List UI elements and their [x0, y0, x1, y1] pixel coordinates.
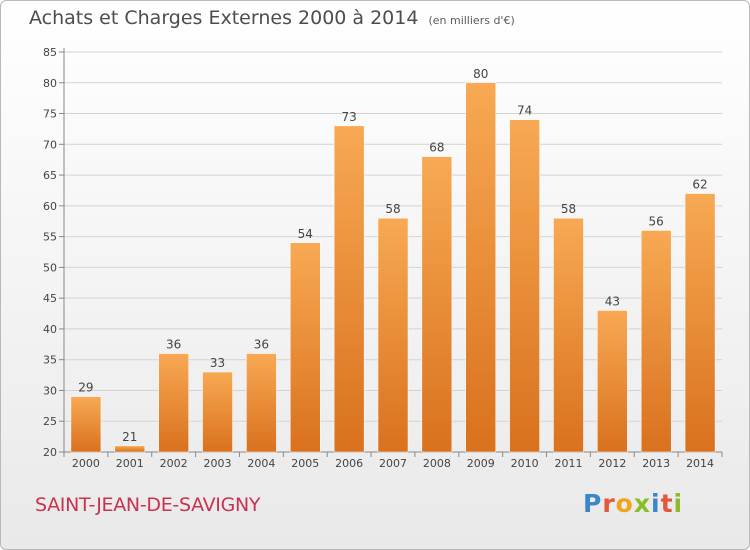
- y-tick-label: 50: [43, 261, 57, 274]
- chart-title-text: Achats et Charges Externes 2000 à 2014: [29, 7, 419, 29]
- bar-chart: 20 25 30 35 40 45 50 55 60 65 70 75 80 85 2000 2001 2002…: [43, 46, 723, 470]
- x-tick-label: 2011: [554, 457, 582, 470]
- bar-2006: [333, 125, 365, 453]
- bar-2011: [553, 217, 584, 453]
- data-label-2001: 21: [122, 430, 137, 444]
- x-tick-label: 2001: [116, 457, 144, 470]
- y-tick-label: 40: [43, 323, 57, 336]
- data-label-2006: 73: [341, 110, 356, 124]
- y-tick-label: 65: [43, 169, 57, 182]
- x-tick-label: 2002: [160, 457, 188, 470]
- y-tick-label: 75: [43, 108, 57, 121]
- chart-unit: (en milliers d'€): [428, 14, 515, 27]
- data-label-2003: 33: [210, 356, 225, 370]
- data-label-2005: 54: [298, 227, 313, 241]
- data-label-2012: 43: [605, 294, 620, 308]
- y-tick-label: 80: [43, 77, 57, 90]
- x-tick-label: 2004: [247, 457, 275, 470]
- x-tick-label: 2010: [511, 457, 539, 470]
- data-label-2009: 80: [473, 67, 488, 81]
- bar-2002: [158, 353, 189, 453]
- data-label-2002: 36: [166, 338, 181, 352]
- data-label-2010: 74: [517, 104, 532, 118]
- x-tick-label: 2013: [642, 457, 670, 470]
- y-tick-label: 35: [43, 354, 57, 367]
- bar-2005: [290, 242, 321, 453]
- bar-2012: [597, 310, 628, 453]
- data-label-2004: 36: [254, 338, 269, 352]
- data-labels: 29 21 36 33 36 54 73 58 68 80 74 58 43 56 62: [78, 67, 707, 444]
- y-tick-label: 45: [43, 292, 57, 305]
- y-tick-label: 25: [43, 415, 57, 428]
- y-tick-label: 85: [43, 46, 57, 59]
- y-tick-label: 55: [43, 231, 57, 244]
- data-label-2014: 62: [692, 178, 707, 192]
- bar-2000: [70, 396, 102, 453]
- bar-2014: [684, 193, 716, 453]
- bar-2003: [202, 371, 233, 453]
- proxiti-logo[interactable]: Proxiti: [583, 489, 684, 518]
- y-tick-label: 70: [43, 138, 57, 151]
- x-tick-label: 2014: [686, 457, 714, 470]
- x-tick-label: 2003: [204, 457, 232, 470]
- bar-2010: [509, 119, 540, 453]
- data-label-2007: 58: [385, 202, 400, 216]
- data-label-2013: 56: [649, 214, 664, 228]
- bar-2008: [421, 156, 453, 453]
- chart-title: Achats et Charges Externes 2000 à 2014 (e…: [29, 7, 515, 29]
- x-tick-label: 2012: [598, 457, 626, 470]
- bar-2001: [114, 445, 146, 453]
- bar-2009: [465, 82, 496, 453]
- data-label-2011: 58: [561, 202, 576, 216]
- bar-2004: [246, 353, 277, 453]
- y-tick-label: 30: [43, 384, 57, 397]
- x-tick-label: 2007: [379, 457, 407, 470]
- bar-2007: [377, 217, 409, 453]
- bar-2013: [640, 230, 672, 453]
- y-tick-label: 20: [43, 446, 57, 459]
- y-tick-label: 60: [43, 200, 57, 213]
- bars: [70, 82, 716, 453]
- town-name: SAINT-JEAN-DE-SAVIGNY: [35, 494, 261, 516]
- x-tick-label: 2008: [423, 457, 451, 470]
- data-label-2000: 29: [78, 381, 93, 395]
- data-label-2008: 68: [429, 141, 444, 155]
- x-tick-label: 2005: [291, 457, 319, 470]
- x-tick-label: 2000: [72, 457, 100, 470]
- x-tick-label: 2006: [335, 457, 363, 470]
- x-tick-label: 2009: [467, 457, 495, 470]
